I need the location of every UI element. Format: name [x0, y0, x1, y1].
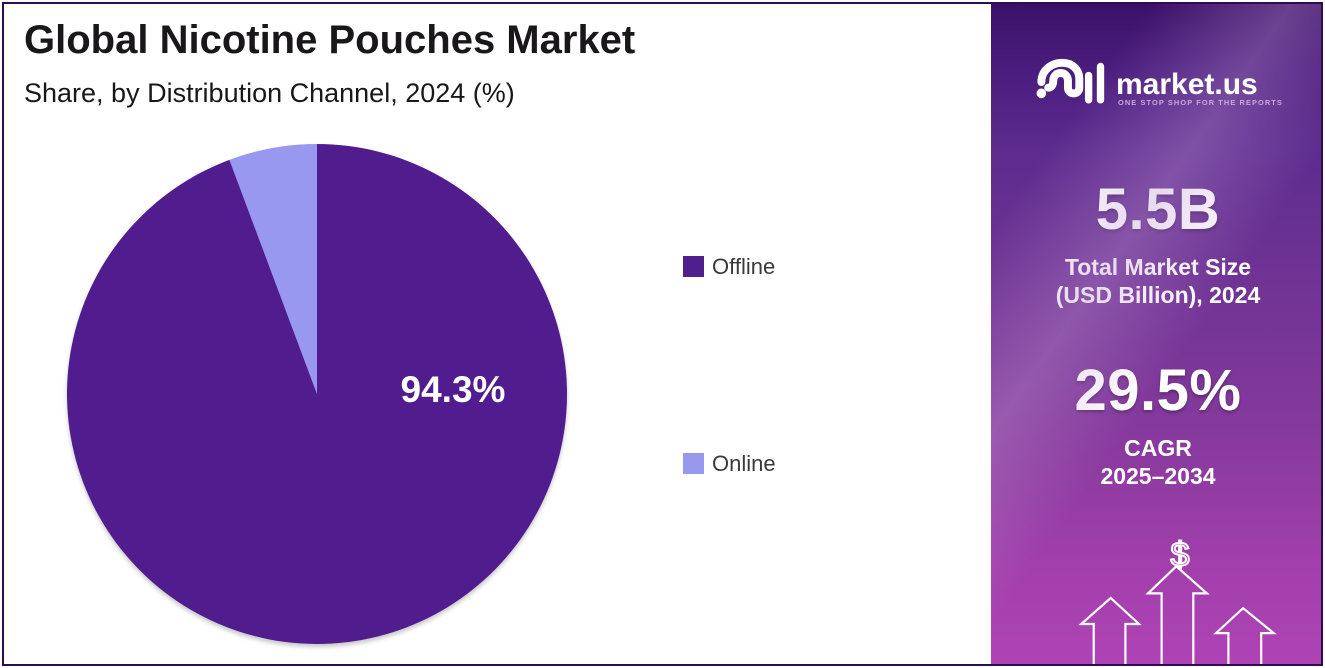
svg-text:$: $ [1171, 536, 1190, 574]
svg-text:market.us: market.us [1116, 68, 1258, 101]
svg-text:ONE STOP SHOP FOR THE REPORTS: ONE STOP SHOP FOR THE REPORTS [1118, 98, 1283, 107]
svg-text:94.3%: 94.3% [401, 369, 506, 410]
